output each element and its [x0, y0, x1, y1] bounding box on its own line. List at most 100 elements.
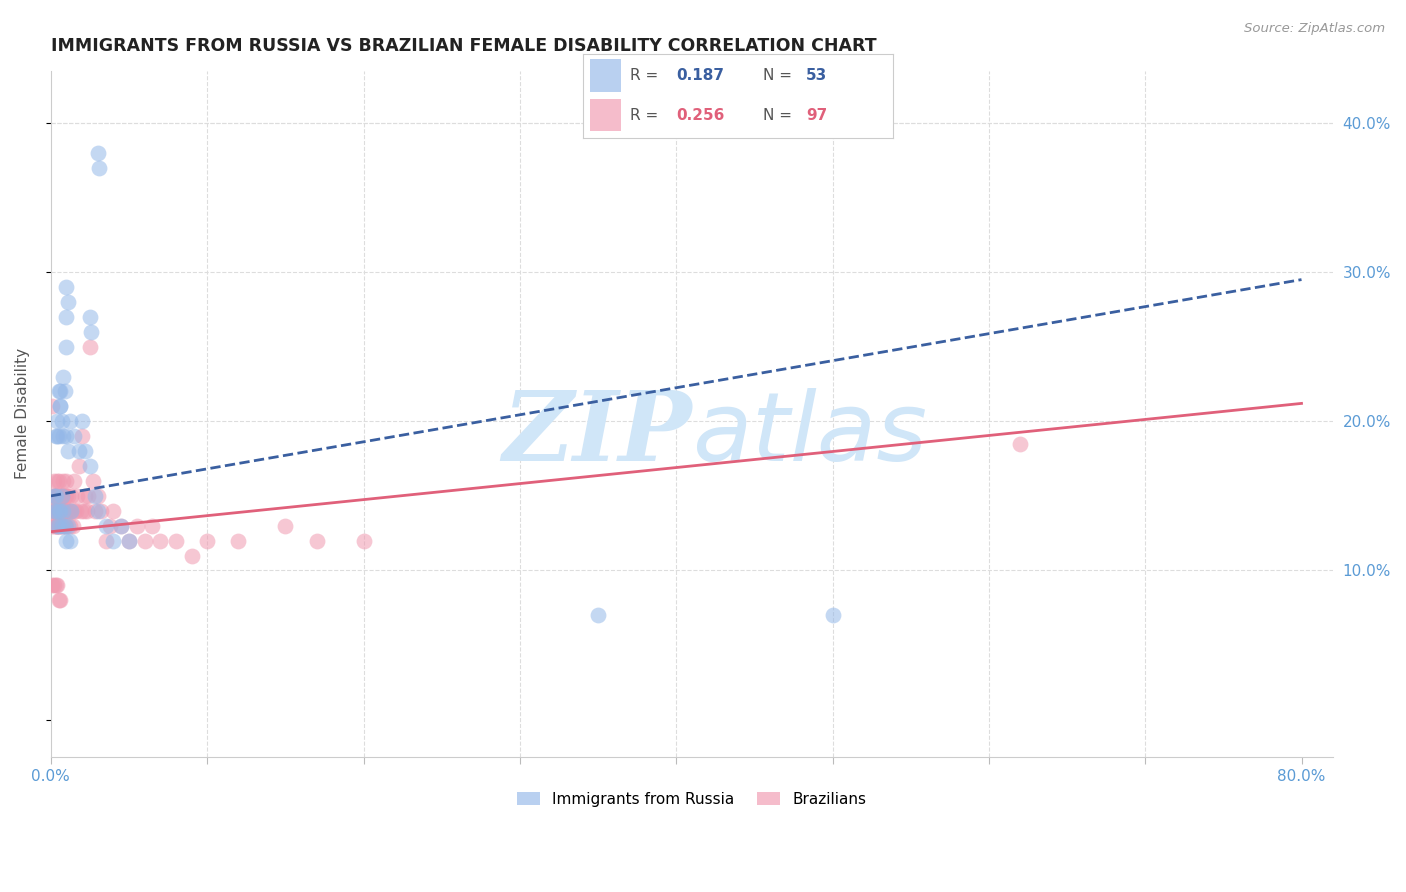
Point — [89, 161, 111, 175]
Point — [51, 489, 73, 503]
Text: ZIP: ZIP — [502, 387, 692, 482]
Point — [49, 400, 72, 414]
Point — [274, 518, 297, 533]
Point — [44, 578, 66, 592]
Point — [55, 310, 77, 324]
Point — [42, 504, 65, 518]
Text: N =: N = — [763, 108, 797, 123]
Point — [52, 504, 75, 518]
Point — [51, 489, 73, 503]
Point — [51, 414, 73, 428]
Point — [46, 578, 69, 592]
Point — [48, 518, 70, 533]
Point — [52, 504, 75, 518]
Point — [52, 518, 75, 533]
Point — [55, 280, 77, 294]
Point — [49, 489, 72, 503]
Point — [51, 518, 73, 533]
Point — [94, 518, 117, 533]
Point — [67, 458, 90, 473]
Point — [56, 295, 79, 310]
Point — [58, 414, 80, 428]
Point — [125, 518, 148, 533]
Point — [83, 504, 105, 518]
Point — [41, 518, 63, 533]
Point — [48, 504, 70, 518]
Point — [62, 518, 84, 533]
Point — [110, 518, 132, 533]
Text: N =: N = — [763, 68, 797, 83]
Point — [42, 518, 65, 533]
Point — [65, 504, 87, 518]
Point — [149, 533, 172, 548]
Point — [49, 384, 72, 399]
Point — [46, 504, 69, 518]
Point — [48, 593, 70, 607]
Point — [56, 444, 79, 458]
Point — [42, 578, 65, 592]
Y-axis label: Female Disability: Female Disability — [15, 348, 30, 479]
Point — [46, 518, 69, 533]
Point — [228, 533, 250, 548]
Point — [46, 518, 69, 533]
Point — [586, 608, 609, 623]
Point — [94, 533, 117, 548]
Point — [80, 325, 103, 339]
Point — [41, 578, 63, 592]
Point — [46, 429, 69, 443]
Point — [44, 504, 66, 518]
Point — [48, 489, 70, 503]
Point — [98, 518, 121, 533]
Text: 0.256: 0.256 — [676, 108, 724, 123]
Point — [52, 429, 75, 443]
Text: Source: ZipAtlas.com: Source: ZipAtlas.com — [1244, 22, 1385, 36]
Point — [66, 489, 89, 503]
Point — [79, 340, 101, 354]
Point — [49, 489, 72, 503]
Point — [79, 310, 101, 324]
Point — [42, 504, 65, 518]
Point — [42, 489, 65, 503]
Point — [48, 504, 70, 518]
Point — [305, 533, 328, 548]
Point — [56, 489, 79, 503]
Bar — [589, 99, 620, 131]
Point — [52, 489, 75, 503]
Text: IMMIGRANTS FROM RUSSIA VS BRAZILIAN FEMALE DISABILITY CORRELATION CHART: IMMIGRANTS FROM RUSSIA VS BRAZILIAN FEMA… — [51, 37, 876, 55]
Point — [55, 340, 77, 354]
Point — [42, 489, 65, 503]
Point — [53, 518, 76, 533]
Point — [83, 489, 105, 503]
Point — [73, 504, 96, 518]
Point — [48, 429, 70, 443]
Point — [90, 504, 112, 518]
Point — [55, 489, 77, 503]
Point — [46, 518, 69, 533]
Point — [44, 518, 66, 533]
Point — [53, 504, 76, 518]
Point — [52, 369, 75, 384]
Point — [67, 444, 90, 458]
Point — [110, 518, 132, 533]
Point — [44, 504, 66, 518]
Point — [44, 489, 66, 503]
Point — [49, 504, 72, 518]
Text: R =: R = — [630, 68, 664, 83]
Point — [55, 504, 77, 518]
Point — [77, 489, 100, 503]
Point — [49, 504, 72, 518]
Point — [821, 608, 844, 623]
Point — [49, 593, 72, 607]
Point — [48, 474, 70, 488]
Point — [41, 504, 63, 518]
Point — [44, 504, 66, 518]
Point — [58, 533, 80, 548]
Point — [44, 518, 66, 533]
Point — [46, 504, 69, 518]
Point — [118, 533, 141, 548]
Point — [55, 533, 77, 548]
Point — [51, 518, 73, 533]
Point — [53, 489, 76, 503]
Point — [51, 504, 73, 518]
Point — [56, 518, 79, 533]
